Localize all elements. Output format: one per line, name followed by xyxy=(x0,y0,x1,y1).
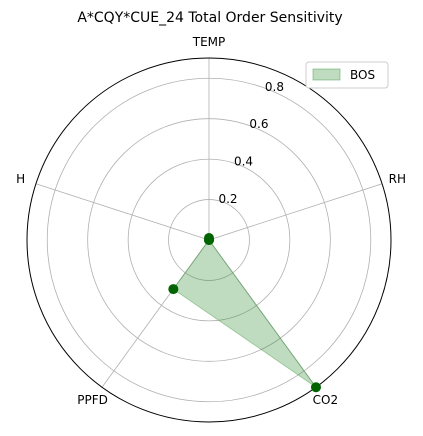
axis-label-h: H xyxy=(16,172,25,186)
axis-label-temp: TEMP xyxy=(192,35,226,49)
data-point-h xyxy=(204,235,214,245)
grid-spoke xyxy=(101,239,210,388)
legend: BOS xyxy=(305,61,389,89)
series-layer xyxy=(168,232,321,393)
radial-tick-label: 0.6 xyxy=(249,117,268,131)
data-point-co2 xyxy=(310,382,321,393)
chart-title: A*CQY*CUE_24 Total Order Sensitivity xyxy=(77,10,342,26)
radial-tick-label: 0.2 xyxy=(218,192,237,206)
legend-frame xyxy=(305,61,389,89)
axis-labels: TEMP RH CO2 PPFD H xyxy=(16,35,406,407)
radial-tick-label: 0.4 xyxy=(234,155,253,169)
grid: 0.2 0.4 0.6 0.8 xyxy=(26,57,392,423)
axis-label-ppfd: PPFD xyxy=(77,393,108,407)
series-area-bos xyxy=(172,238,317,388)
radial-tick-label: 0.8 xyxy=(265,80,284,94)
data-point-ppfd xyxy=(168,284,179,295)
grid-spoke xyxy=(208,183,383,241)
outer-frame xyxy=(26,57,392,423)
grid-spoke xyxy=(208,239,317,388)
legend-swatch-bos xyxy=(312,68,341,81)
grid-spoke xyxy=(35,183,210,241)
axis-label-rh: RH xyxy=(389,172,406,186)
legend-label-bos: BOS xyxy=(350,68,375,82)
axis-label-co2: CO2 xyxy=(313,393,338,407)
